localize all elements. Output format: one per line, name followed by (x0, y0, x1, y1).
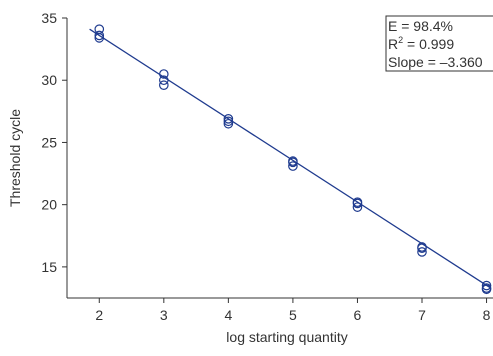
data-point (223, 114, 234, 124)
x-axis-label: log starting quantity (226, 329, 347, 345)
r-squared-symbol: R (388, 36, 398, 52)
data-point (417, 243, 427, 254)
r-squared-exponent: 2 (398, 35, 403, 45)
x-tick-label: 7 (418, 307, 426, 323)
data-point (417, 247, 427, 257)
x-tick-label: 2 (95, 307, 103, 323)
x-axis-ticks: 2 3 4 5 6 7 8 (95, 298, 491, 323)
y-tick-label: 15 (41, 259, 57, 275)
data-point (288, 157, 298, 168)
x-tick-label: 8 (483, 307, 491, 323)
slope-text: Slope = –3.360 (388, 54, 483, 70)
data-point (352, 202, 363, 212)
y-tick-label: 25 (41, 134, 57, 150)
data-point (223, 118, 234, 129)
x-tick-label: 5 (289, 307, 297, 323)
data-point (159, 69, 169, 79)
x-tick-label: 4 (224, 307, 232, 323)
r-squared-value: = 0.999 (403, 36, 454, 52)
stats-legend-box (385, 15, 493, 72)
data-point (481, 280, 492, 291)
y-axis-ticks: 15 20 25 30 35 (41, 10, 67, 275)
data-point (159, 80, 169, 90)
r-squared-text: R2 = 0.999 (388, 35, 454, 52)
data-point (481, 284, 492, 295)
y-tick-label: 30 (41, 72, 57, 88)
y-axis-label: Threshold cycle (7, 109, 23, 207)
data-point (159, 75, 169, 86)
data-point (352, 198, 363, 209)
data-point (223, 116, 234, 127)
stats-legend: E = 98.4% R2 = 0.999 Slope = –3.360 (385, 15, 493, 72)
data-point (94, 33, 105, 43)
efficiency-text: E = 98.4% (388, 18, 453, 34)
y-tick-label: 35 (41, 10, 57, 26)
data-point (94, 30, 105, 41)
data-point (288, 161, 298, 171)
data-points (94, 24, 492, 295)
y-tick-label: 20 (41, 197, 57, 213)
x-tick-label: 3 (160, 307, 168, 323)
x-tick-label: 6 (354, 307, 362, 323)
